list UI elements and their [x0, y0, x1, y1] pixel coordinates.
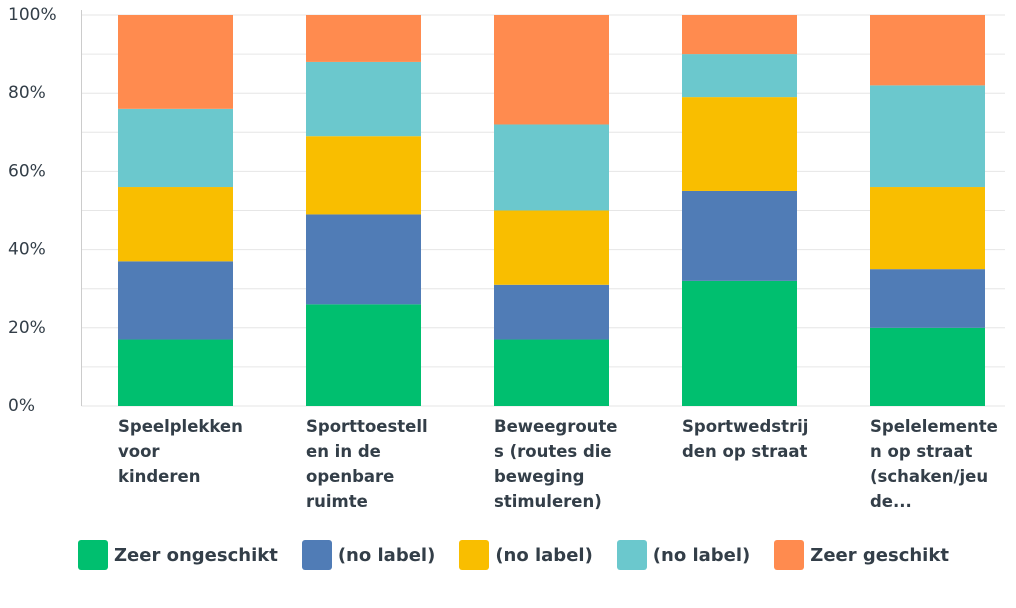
bar-segment	[118, 339, 233, 406]
y-tick-label: 60%	[8, 161, 46, 181]
bar-segment	[870, 187, 985, 270]
bar-segment	[870, 327, 985, 406]
legend-item: (no label)	[459, 540, 593, 570]
legend-item: Zeer ongeschikt	[78, 540, 278, 570]
chart: 0% 20% 40% 60% 80% 100%	[8, 5, 1005, 416]
bar-segment	[306, 15, 421, 62]
legend-swatch	[616, 540, 647, 570]
bar-segment	[682, 15, 797, 55]
x-tick-label: Speelplekken voor kinderen	[118, 417, 243, 486]
legend-swatch	[301, 540, 332, 570]
bar-segment	[682, 280, 797, 406]
legend-label: Zeer geschikt	[810, 544, 949, 566]
legend-swatch	[78, 540, 108, 570]
legend-item: (no label)	[616, 540, 751, 570]
legend-swatch	[774, 540, 805, 570]
y-tick-label: 0%	[8, 396, 35, 416]
bar-segment	[118, 187, 233, 262]
x-tick-label: Sportwedstrijden op straat	[682, 417, 809, 461]
legend-label: (no label)	[337, 544, 436, 566]
bar-segment	[118, 261, 233, 340]
legend-swatch	[459, 540, 490, 570]
legend-label: (no label)	[652, 544, 751, 566]
legend-item: (no label)	[301, 540, 436, 570]
y-tick-label: 100%	[8, 5, 57, 25]
bar-segment	[306, 136, 421, 215]
bar-segment	[306, 304, 421, 406]
bar-segment	[306, 61, 421, 137]
bar-segment	[118, 15, 233, 109]
y-tick-label: 20%	[8, 318, 46, 338]
bar-segment	[494, 15, 609, 125]
legend-label: Zeer ongeschikt	[114, 544, 278, 566]
y-tick-label: 80%	[8, 83, 46, 103]
legend-item: Zeer geschikt	[774, 540, 949, 570]
bar-segment	[682, 190, 797, 281]
bar-segment	[870, 269, 985, 328]
bar-segment	[494, 210, 609, 285]
legend-label: (no label)	[495, 544, 593, 566]
bar-segment	[494, 339, 609, 406]
bar-segment	[682, 54, 797, 98]
x-tick-label: Beweegroutes (routes die beweging stimul…	[494, 417, 618, 511]
x-tick-label: Sporttoestellen in de openbare ruimte	[306, 417, 428, 511]
bar-segment	[870, 15, 985, 86]
y-tick-label: 40%	[8, 240, 46, 260]
bar-segment	[494, 284, 609, 340]
bar-segment	[870, 85, 985, 188]
bar-segment	[306, 214, 421, 305]
x-tick-label: Spelelementen op straat (schaken/jeu de.…	[870, 417, 998, 511]
bar-segment	[682, 97, 797, 191]
legend: Zeer ongeschikt (no label) (no label) (no l…	[78, 540, 978, 570]
bar-segment	[494, 124, 609, 211]
bar-segment	[118, 108, 233, 188]
